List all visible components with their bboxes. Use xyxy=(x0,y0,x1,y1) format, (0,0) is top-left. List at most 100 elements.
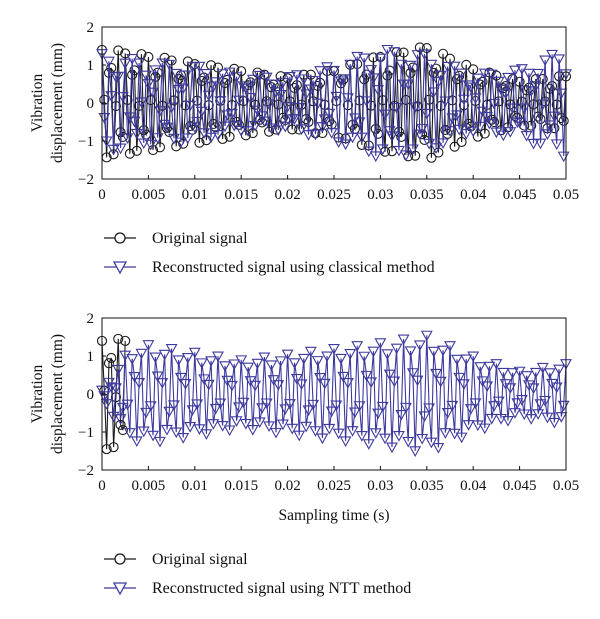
chart-bottom-point-reconstructed xyxy=(263,421,275,433)
chart-top-point-reconstructed xyxy=(386,131,398,143)
chart-top-xtick-label: 0.05 xyxy=(553,187,579,203)
chart-top-point-reconstructed xyxy=(318,114,331,126)
chart-top-point-reconstructed xyxy=(464,82,477,94)
chart-bottom-ylabel-line-1: Vibration xyxy=(29,365,46,424)
chart-bottom-point-reconstructed xyxy=(265,360,278,372)
chart-top-point-reconstructed xyxy=(244,93,257,104)
chart-top-series-1-line xyxy=(101,49,567,157)
chart-top-point-reconstructed xyxy=(341,93,354,104)
chart-top-point-reconstructed xyxy=(469,93,482,105)
chart-bottom-point-reconstructed xyxy=(225,380,238,392)
chart-top-point-reconstructed xyxy=(457,94,470,106)
chart-bottom-point-reconstructed xyxy=(550,382,563,394)
chart-top-point-original xyxy=(229,63,240,74)
chart-bottom-ylabel: Vibration displacement (mm) xyxy=(29,334,66,454)
chart-top-point-reconstructed xyxy=(462,80,475,92)
chart-bottom-point-reconstructed xyxy=(304,346,317,358)
chart-bottom-point-reconstructed xyxy=(555,412,568,423)
chart-bottom-point-reconstructed xyxy=(418,411,431,423)
chart-bottom-point-reconstructed xyxy=(318,378,331,390)
chart-bottom-point-reconstructed xyxy=(553,364,565,376)
chart-bottom-series-1-line xyxy=(101,335,567,451)
chart-bottom-point-reconstructed xyxy=(462,420,475,431)
chart-top-point-reconstructed xyxy=(300,89,313,101)
chart-bottom-axes: 0 0.005 0.01 0.015 0.02 0.025 0.03 0.035 0.04 0.0… xyxy=(78,311,579,494)
chart-top-point-reconstructed xyxy=(495,84,507,96)
chart-bottom-point-reconstructed xyxy=(191,399,204,411)
chart-bottom-point-reconstructed xyxy=(249,380,262,392)
chart-bottom-point-reconstructed xyxy=(358,351,371,363)
chart-top-point-reconstructed xyxy=(367,73,380,85)
chart-bottom-point-reconstructed xyxy=(223,425,236,437)
legend-circle-marker-icon xyxy=(114,553,126,565)
chart-bottom-xtick-label: 0.035 xyxy=(410,478,444,494)
chart-top-point-reconstructed xyxy=(411,50,424,61)
chart-top-point-reconstructed xyxy=(402,79,415,91)
chart-top-point-reconstructed xyxy=(550,139,563,150)
chart-top-point-reconstructed xyxy=(425,59,438,71)
chart-bottom-point-reconstructed xyxy=(388,376,401,388)
chart-top-point-original xyxy=(414,42,425,53)
chart-top-point-reconstructed xyxy=(432,77,445,88)
chart-top-point-reconstructed xyxy=(353,117,366,129)
chart-bottom-point-reconstructed xyxy=(133,378,146,389)
chart-top-point-reconstructed xyxy=(260,72,273,84)
chart-top-point-reconstructed xyxy=(372,85,385,96)
chart-top-point-reconstructed xyxy=(216,69,229,80)
chart-top-point-original xyxy=(535,113,546,125)
chart-top-point-reconstructed xyxy=(144,139,157,151)
chart-bottom-point-reconstructed xyxy=(379,433,391,445)
chart-bottom-xtick-label: 0.03 xyxy=(367,478,393,494)
legend-bottom: Original signal Reconstructed signal usi… xyxy=(104,551,411,597)
chart-bottom-point-reconstructed xyxy=(165,343,178,355)
chart-top-ytick-label: 2 xyxy=(87,20,95,36)
legend-top-label-original: Original signal xyxy=(152,230,248,247)
chart-top-point-reconstructed xyxy=(184,100,197,112)
chart-top-point-reconstructed xyxy=(193,61,206,73)
chart-bottom-point-reconstructed xyxy=(270,427,282,439)
chart-bottom-point-reconstructed xyxy=(260,398,273,410)
chart-bottom-point-reconstructed xyxy=(205,356,217,367)
chart-bottom-point-reconstructed xyxy=(460,354,473,366)
chart-top-point-original xyxy=(484,67,495,78)
chart-top-point-reconstructed xyxy=(460,129,473,140)
chart-bottom-point-original xyxy=(113,333,124,344)
chart-bottom-point-reconstructed xyxy=(109,383,122,394)
chart-bottom-point-reconstructed xyxy=(112,364,125,376)
chart-bottom-series-0-line xyxy=(101,338,126,450)
chart-top-point-reconstructed xyxy=(483,118,496,130)
chart-top-point-original xyxy=(124,148,135,159)
chart-top-ylabel-line-1: Vibration xyxy=(29,74,46,133)
chart-top-point-reconstructed xyxy=(504,127,517,138)
chart-bottom-point-reconstructed xyxy=(283,399,296,410)
chart-top-point-reconstructed xyxy=(119,58,132,70)
chart-top-point-reconstructed xyxy=(485,69,498,81)
chart-top-ytick-label: 1 xyxy=(87,58,95,74)
chart-bottom-point-reconstructed xyxy=(209,403,222,415)
chart-bottom-point-reconstructed xyxy=(381,349,394,360)
chart-bottom-point-reconstructed xyxy=(546,378,559,390)
chart-top-point-reconstructed xyxy=(395,59,408,71)
chart-top-point-reconstructed xyxy=(471,73,484,85)
chart-top-point-original xyxy=(519,120,530,131)
chart-top-series-1 xyxy=(96,44,572,163)
chart-top-point-reconstructed xyxy=(170,68,183,80)
chart-top-point-reconstructed xyxy=(448,61,461,73)
chart-top-point-reconstructed xyxy=(281,101,294,113)
chart-top-point-reconstructed xyxy=(339,139,352,151)
chart-top-point-reconstructed xyxy=(151,133,164,144)
chart-bottom-point-original xyxy=(115,419,126,430)
chart-bottom-point-reconstructed xyxy=(232,402,245,414)
chart-bottom-point-reconstructed xyxy=(365,377,378,389)
chart-top-point-reconstructed xyxy=(446,113,459,125)
chart-bottom-point-reconstructed xyxy=(539,395,552,407)
chart-top-point-reconstructed xyxy=(209,77,222,88)
chart-top-point-reconstructed xyxy=(379,109,391,121)
chart-top-point-original xyxy=(113,45,124,56)
chart-top-point-original xyxy=(410,150,421,161)
chart-bottom-point-reconstructed xyxy=(198,374,211,386)
chart-top-point-reconstructed xyxy=(525,86,538,97)
chart-top-point-reconstructed xyxy=(467,126,480,138)
chart-bottom-point-reconstructed xyxy=(156,378,169,389)
chart-top-point-reconstructed xyxy=(541,129,554,140)
